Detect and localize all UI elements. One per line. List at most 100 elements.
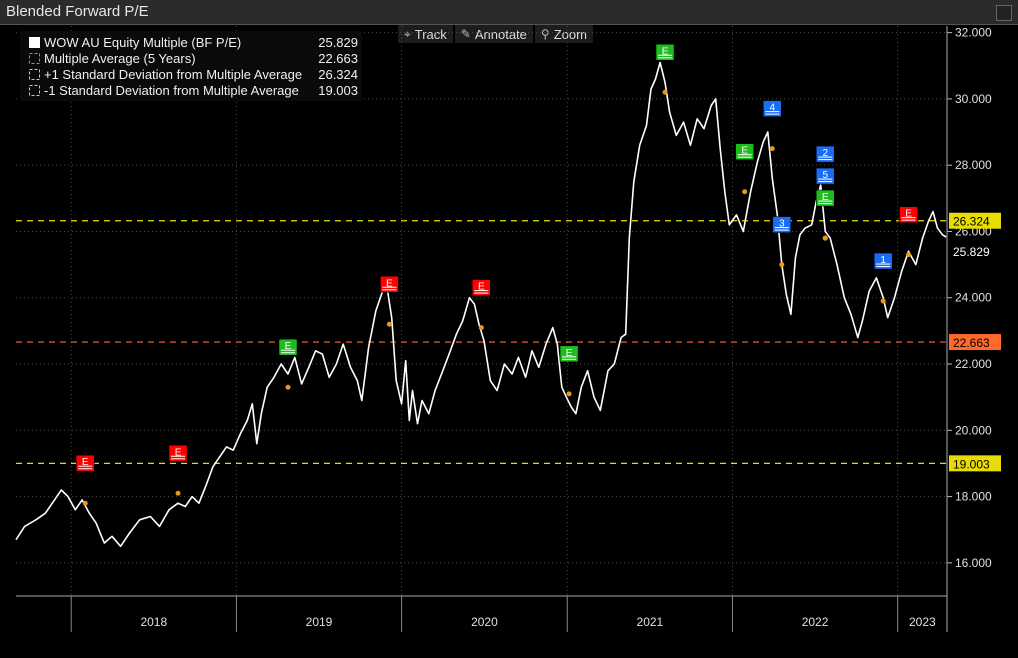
event-dot: [662, 89, 668, 95]
reference-line-label: 26.324: [949, 212, 1001, 229]
last-value-text: 25.829: [953, 245, 990, 259]
event-marker: E: [380, 276, 399, 293]
event-marker-label: E: [741, 146, 748, 157]
event-dot: [478, 325, 484, 331]
event-marker: E: [655, 44, 675, 61]
zoom-button[interactable]: ⚲ Zoom: [534, 25, 593, 43]
y-tick-label: 24.000: [955, 291, 992, 305]
event-dot: [822, 235, 828, 241]
event-marker: E: [735, 143, 754, 160]
event-marker-label: E: [175, 447, 182, 458]
reference-label-text: 19.003: [953, 457, 990, 471]
event-marker-box: [75, 454, 95, 472]
legend-item: +1 Standard Deviation from Multiple Aver…: [29, 67, 358, 82]
event-marker: 3: [772, 216, 792, 233]
event-dot: [386, 321, 392, 327]
y-tick-label: 28.000: [955, 158, 992, 172]
event-marker: E: [472, 279, 491, 296]
event-marker-box: [816, 189, 835, 207]
event-marker: E: [168, 445, 188, 462]
legend-background: [20, 31, 362, 101]
event-marker-label: E: [822, 192, 829, 203]
event-marker: 5: [816, 167, 835, 185]
event-marker: E: [75, 454, 95, 472]
event-marker: 1: [873, 252, 893, 270]
event-marker-label: 5: [822, 170, 828, 181]
legend-value: 26.324: [318, 67, 358, 82]
event-marker-box: [559, 345, 579, 363]
event-marker: E: [559, 345, 579, 363]
event-marker-box: [278, 338, 298, 356]
legend-item: -1 Standard Deviation from Multiple Aver…: [29, 83, 358, 98]
y-tick-label: 18.000: [955, 490, 992, 504]
track-button[interactable]: ⌖ Track: [398, 25, 453, 43]
event-marker-label: E: [82, 457, 89, 468]
legend-value: 25.829: [318, 35, 358, 50]
event-dot: [906, 252, 912, 258]
legend-swatch: [29, 37, 40, 48]
reference-label-box: [949, 212, 1001, 229]
close-button[interactable]: [996, 5, 1012, 21]
x-tick-label: 2021: [637, 615, 664, 629]
event-marker: E: [816, 189, 835, 207]
last-value-box: [949, 243, 1001, 260]
reference-line-label: 22.663: [949, 334, 1001, 351]
legend-value: 22.663: [318, 51, 358, 66]
x-tick-label: 2018: [140, 615, 167, 629]
legend-swatch: [29, 53, 40, 64]
zoom-label: Zoom: [553, 26, 587, 42]
event-marker: 2: [816, 145, 835, 163]
window-title: Blended Forward P/E: [6, 3, 149, 20]
legend: WOW AU Equity Multiple (BF P/E) 25.829Mul…: [20, 31, 362, 101]
event-marker-box: [168, 445, 188, 462]
legend-label: WOW AU Equity Multiple (BF P/E): [44, 35, 241, 50]
last-value-label: 25.829: [949, 243, 1001, 259]
legend-label: Multiple Average (5 Years): [44, 51, 196, 66]
legend-item: Multiple Average (5 Years) 22.663: [29, 51, 358, 66]
annotate-button[interactable]: ✎ Annotate: [454, 25, 533, 43]
reference-label-text: 22.663: [953, 336, 990, 350]
event-dot: [566, 391, 572, 397]
track-label: Track: [414, 26, 447, 42]
event-marker-label: E: [478, 282, 485, 293]
event-marker-box: [380, 276, 399, 293]
chart-toolbar: ⌖ Track ✎ Annotate ⚲ Zoom: [398, 25, 593, 43]
y-tick-label: 30.000: [955, 92, 992, 106]
pencil-icon: ✎: [460, 27, 471, 41]
event-marker-label: E: [566, 348, 573, 359]
event-marker-label: 3: [779, 219, 785, 230]
event-marker-box: [873, 252, 893, 270]
y-tick-label: 20.000: [955, 423, 992, 437]
reference-label-box: [949, 455, 1001, 472]
event-dot: [880, 298, 886, 304]
event-marker-label: 2: [822, 148, 828, 159]
event-marker-box: [763, 100, 782, 117]
event-marker-label: E: [662, 46, 669, 57]
annotate-label: Annotate: [474, 26, 527, 42]
title-bar: Blended Forward P/E: [0, 0, 1018, 25]
legend-label: +1 Standard Deviation from Multiple Aver…: [44, 67, 302, 82]
x-tick-label: 2023: [909, 615, 936, 629]
event-dot: [285, 384, 291, 390]
reference-label-box: [949, 334, 1001, 351]
magnifier-icon: ⚲: [540, 27, 550, 41]
x-tick-label: 2022: [802, 615, 829, 629]
event-dot: [175, 490, 181, 496]
y-tick-label: 16.000: [955, 556, 992, 570]
series-line: [15, 61, 947, 548]
legend-swatch: [29, 85, 40, 96]
y-tick-label: 22.000: [955, 357, 992, 371]
event-dot: [82, 500, 88, 506]
legend-swatch: [29, 69, 40, 80]
reference-label-text: 26.324: [953, 215, 990, 229]
event-marker-box: [735, 143, 754, 160]
legend-label: -1 Standard Deviation from Multiple Aver…: [44, 83, 299, 98]
event-marker-box: [816, 145, 835, 163]
event-marker-box: [772, 216, 792, 233]
event-dot: [742, 189, 748, 195]
y-tick-label: 32.000: [955, 26, 992, 40]
event-marker: 4: [763, 100, 782, 117]
event-marker-label: E: [285, 341, 292, 352]
